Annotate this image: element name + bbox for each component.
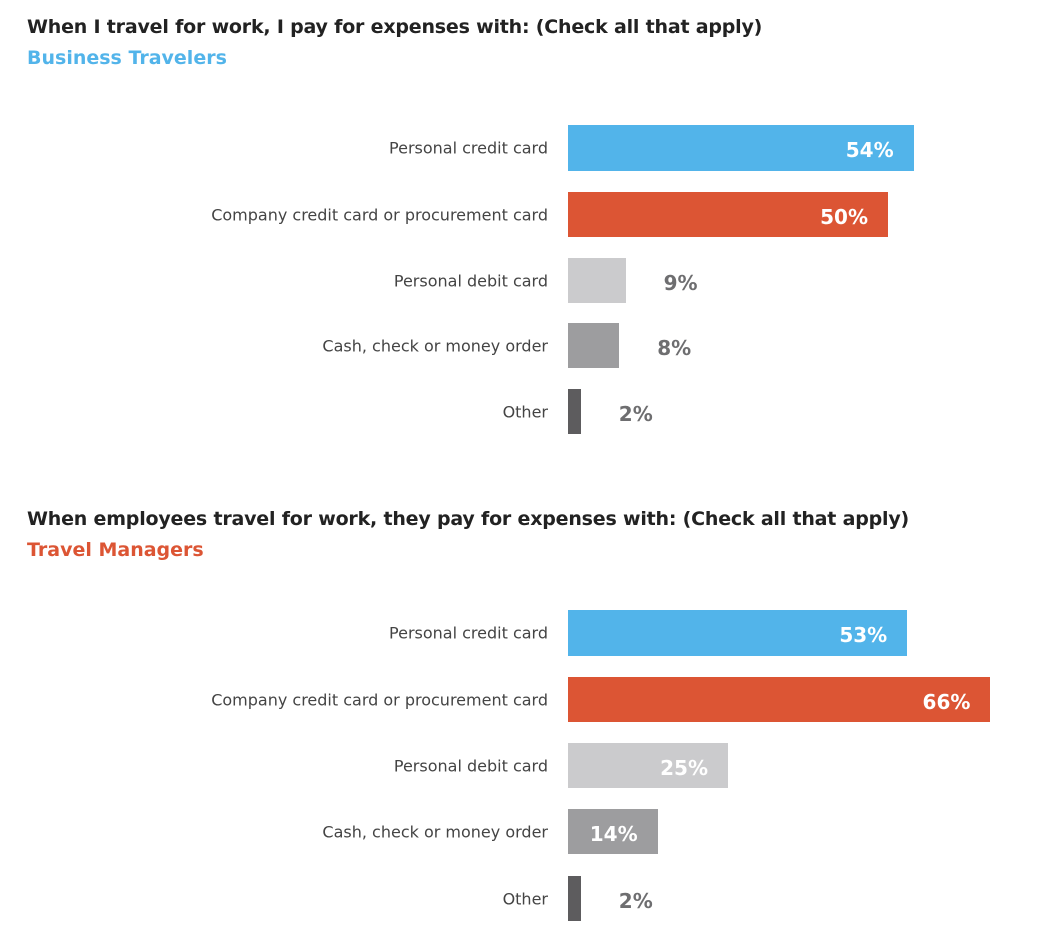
value-label: 50% [820,204,868,229]
bar [568,192,888,237]
bar [568,809,658,854]
bar [568,258,626,303]
value-label: 54% [845,138,894,162]
category-label: Cash, check or money order [322,822,548,841]
chart-subtitle: Travel Managers [27,539,204,561]
bar [568,876,581,921]
category-label: Personal credit card [389,138,548,158]
value-label: 14% [589,821,638,846]
bar [568,125,914,171]
value-label: 25% [660,755,708,780]
bar [568,323,620,368]
chart-subtitle: Business Travelers [27,47,227,69]
category-label: Company credit card or procurement card [211,690,548,709]
category-label: Personal debit card [393,756,548,775]
category-label: Cash, check or money order [322,336,548,355]
bar [568,677,991,722]
bar [568,389,581,434]
chart-title: When I travel for work, I pay for expens… [27,16,763,38]
chart-title: When employees travel for work, they pay… [27,508,910,530]
value-label: 2% [618,888,653,913]
bar [568,610,908,656]
value-label: 8% [657,335,692,360]
category-label: Personal debit card [393,271,548,290]
value-label: 66% [922,689,971,714]
bar [568,743,728,788]
category-label: Company credit card or procurement card [211,205,548,224]
value-label: 2% [618,401,653,426]
value-label: 53% [839,623,888,647]
category-label: Personal credit card [389,623,548,643]
category-label: Other [502,402,548,421]
value-label: 9% [663,270,698,295]
category-label: Other [502,889,548,908]
